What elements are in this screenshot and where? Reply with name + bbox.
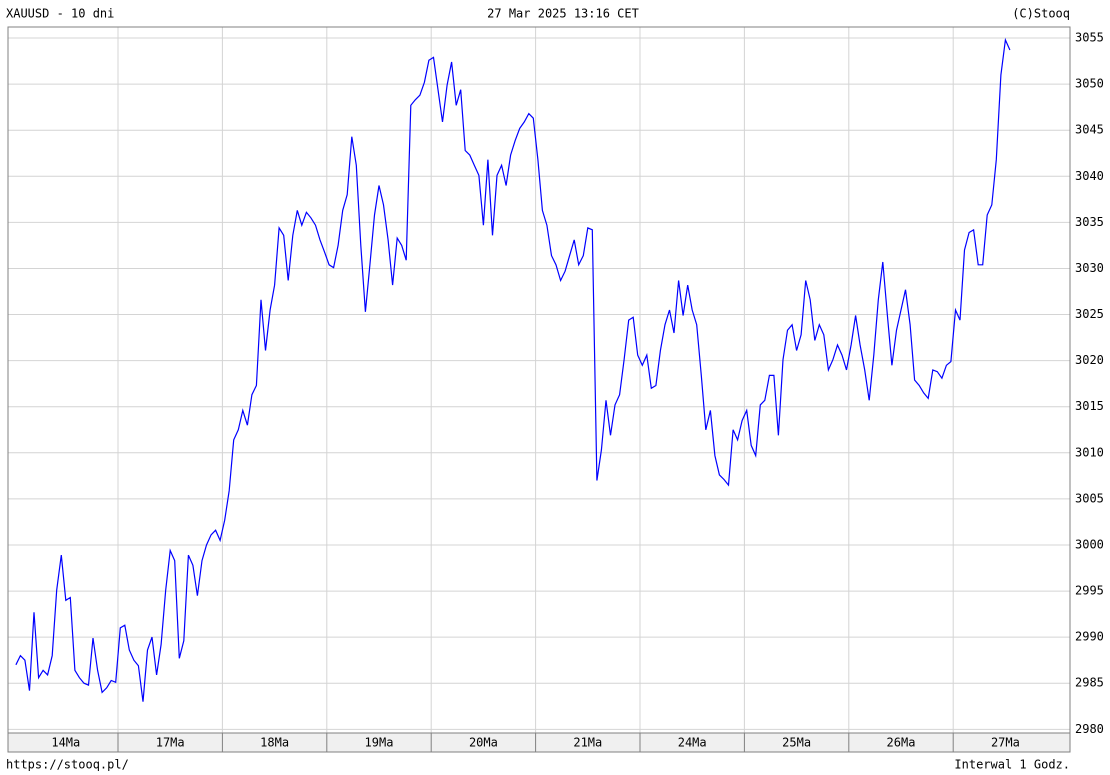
y-tick-label: 2990 [1075, 630, 1104, 644]
y-tick-label: 3000 [1075, 537, 1104, 551]
y-tick-label: 3010 [1075, 445, 1104, 459]
y-tick-label: 3005 [1075, 491, 1104, 505]
x-tick-label: 25Ma [782, 736, 811, 750]
y-tick-label: 3055 [1075, 31, 1104, 45]
y-tick-label: 3025 [1075, 307, 1104, 321]
y-tick-label: 3015 [1075, 399, 1104, 413]
y-tick-label: 3020 [1075, 353, 1104, 367]
y-tick-label: 3040 [1075, 169, 1104, 183]
x-tick-label: 20Ma [469, 736, 498, 750]
x-tick-label: 17Ma [156, 736, 185, 750]
plot-frame [7, 26, 1071, 734]
chart-title: XAUUSD - 10 dni [6, 7, 114, 21]
y-tick-label: 3050 [1075, 77, 1104, 91]
x-tick-label: 14Ma [51, 736, 80, 750]
x-tick-label: 21Ma [573, 736, 602, 750]
source: https://stooq.pl/ [6, 758, 129, 772]
x-tick-label: 19Ma [365, 736, 394, 750]
chart-subtitle: 27 Mar 2025 13:16 CET [487, 7, 639, 21]
y-tick-label: 3045 [1075, 123, 1104, 137]
x-tick-label: 24Ma [678, 736, 707, 750]
y-tick-label: 3035 [1075, 215, 1104, 229]
credit: (C)Stooq [1012, 7, 1070, 21]
interval: Interwal 1 Godz. [954, 758, 1070, 772]
y-tick-label: 2995 [1075, 584, 1104, 598]
y-tick-label: 3030 [1075, 261, 1104, 275]
x-tick-label: 18Ma [260, 736, 289, 750]
price-line [15, 37, 1011, 702]
y-tick-label: 2985 [1075, 676, 1104, 690]
y-tick-label: 2980 [1075, 722, 1104, 736]
x-tick-label: 27Ma [991, 736, 1020, 750]
x-tick-label: 26Ma [887, 736, 916, 750]
